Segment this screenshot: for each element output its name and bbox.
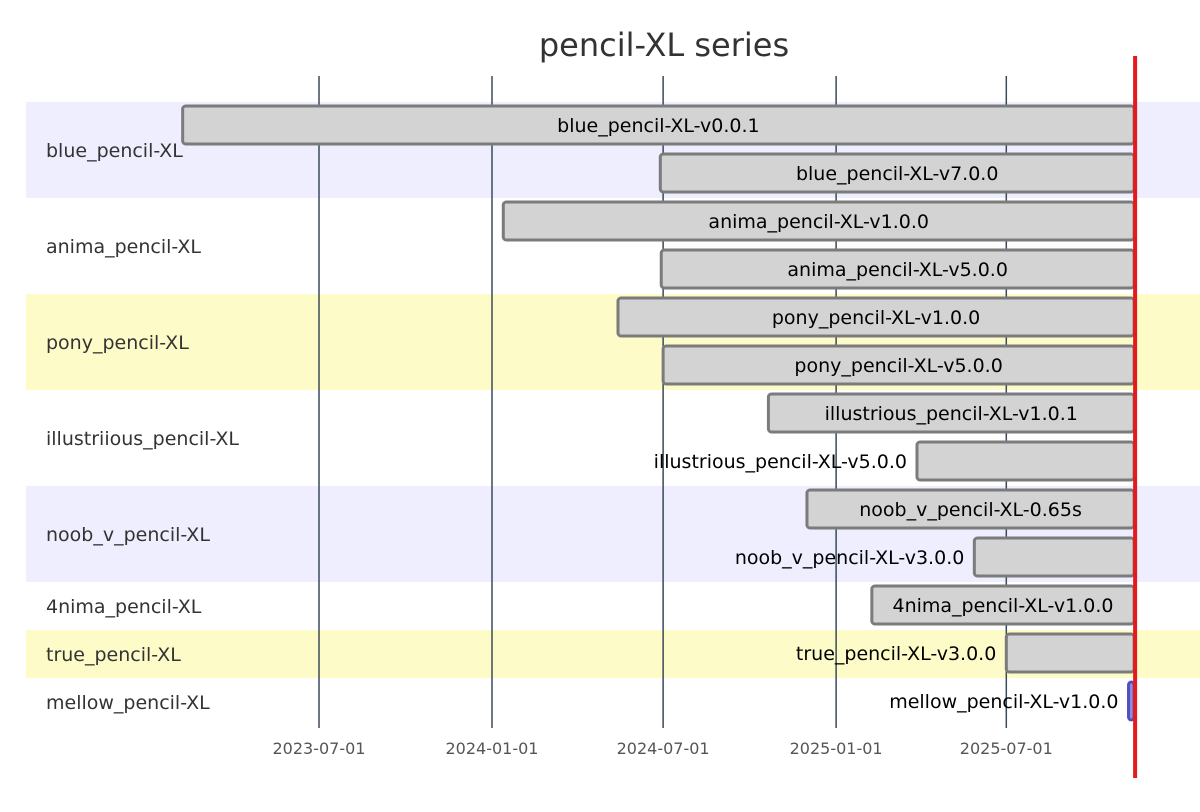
- section-label: illustriious_pencil-XL: [46, 428, 239, 450]
- task-bar: [1004, 632, 1136, 674]
- task-label: mellow_pencil-XL-v1.0.0: [889, 691, 1118, 713]
- section-labels: blue_pencil-XL anima_pencil-XL pony_pencil…: [46, 140, 239, 714]
- section-label: anima_pencil-XL: [46, 236, 201, 258]
- section-label: true_pencil-XL: [46, 644, 181, 666]
- task-label: anima_pencil-XL-v5.0.0: [787, 259, 1008, 281]
- chart-title: pencil-XL series: [539, 26, 789, 64]
- task-label: illustrious_pencil-XL-v1.0.1: [825, 403, 1078, 425]
- axis-ticks: 2023-07-01 2024-01-01 2024-07-01 2025-01-01…: [273, 739, 1053, 758]
- task-label: noob_v_pencil-XL-v3.0.0: [735, 547, 965, 569]
- section-label: pony_pencil-XL: [46, 332, 189, 354]
- task-label: pony_pencil-XL-v5.0.0: [794, 355, 1002, 377]
- section-band: [26, 678, 1200, 726]
- task-label: noob_v_pencil-XL-0.65s: [859, 499, 1082, 521]
- task-bar: [972, 536, 1136, 578]
- x-tick-label: 2023-07-01: [273, 739, 366, 758]
- task-label: true_pencil-XL-v3.0.0: [796, 643, 996, 665]
- task-bar: [915, 440, 1136, 482]
- task-label: blue_pencil-XL-v7.0.0: [796, 163, 998, 185]
- task-bars: blue_pencil-XL-v0.0.1 blue_pencil-XL-v7.0…: [181, 104, 1136, 722]
- x-tick-label: 2024-07-01: [617, 739, 710, 758]
- task-label: blue_pencil-XL-v0.0.1: [557, 115, 759, 137]
- task-label: illustrious_pencil-XL-v5.0.0: [654, 451, 907, 473]
- section-label: 4nima_pencil-XL: [46, 596, 202, 618]
- task-label: 4nima_pencil-XL-v1.0.0: [892, 595, 1113, 617]
- section-band: [26, 630, 1200, 678]
- x-tick-label: 2025-07-01: [960, 739, 1053, 758]
- task-label: pony_pencil-XL-v1.0.0: [772, 307, 980, 329]
- section-label: mellow_pencil-XL: [46, 692, 210, 714]
- x-tick-label: 2024-01-01: [446, 739, 539, 758]
- x-tick-label: 2025-01-01: [790, 739, 883, 758]
- task-label: anima_pencil-XL-v1.0.0: [708, 211, 929, 233]
- section-label: noob_v_pencil-XL: [46, 524, 210, 546]
- section-label: blue_pencil-XL: [46, 140, 183, 162]
